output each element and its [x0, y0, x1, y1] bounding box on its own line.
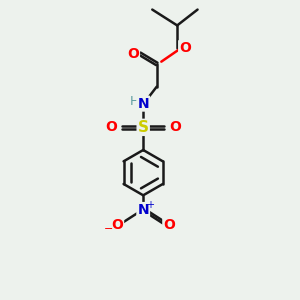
Text: N: N: [137, 97, 149, 111]
Text: O: O: [111, 218, 123, 232]
Text: −: −: [104, 224, 113, 234]
Text: N: N: [137, 203, 149, 217]
Text: O: O: [170, 120, 182, 134]
Text: O: O: [163, 218, 175, 232]
Text: O: O: [179, 41, 191, 55]
Text: +: +: [146, 200, 154, 210]
Text: S: S: [138, 120, 149, 135]
Text: O: O: [105, 120, 117, 134]
Text: O: O: [127, 47, 139, 61]
Text: H: H: [130, 95, 139, 108]
